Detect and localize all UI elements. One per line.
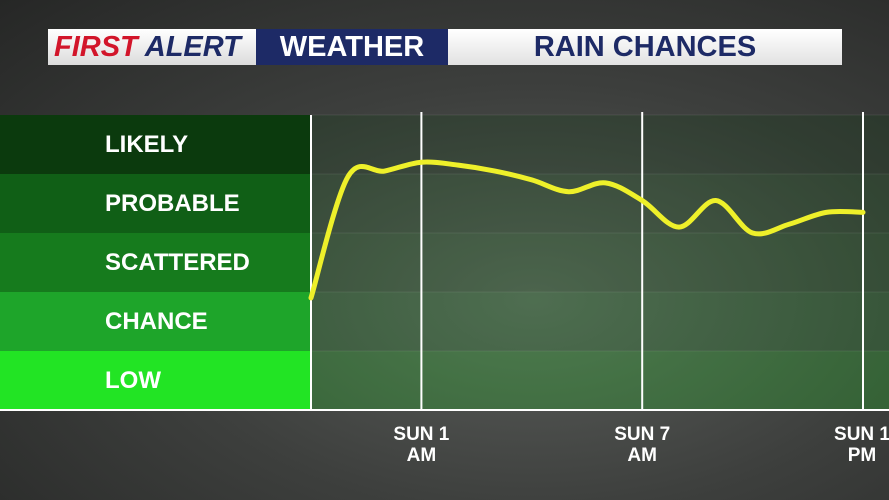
band-label-bg (0, 115, 311, 174)
rain-line (308, 159, 866, 301)
x-tick-label: SUN 1 PM (834, 424, 889, 466)
y-tick-label: LIKELY (105, 131, 188, 158)
x-tick-label: SUN 1 AM (393, 424, 450, 466)
band-label-bg (0, 351, 311, 410)
x-tick-label: SUN 7 AM (614, 424, 671, 466)
band (311, 351, 889, 410)
band-label-bg (0, 292, 311, 351)
brand-weather: WEATHER (256, 29, 448, 65)
y-tick-label: CHANCE (105, 308, 208, 335)
y-tick-label: SCATTERED (105, 249, 250, 276)
brand-first: FIRST (54, 31, 138, 63)
band-label-bg (0, 233, 311, 292)
chart-title: RAIN CHANCES (448, 29, 842, 65)
band-label-bg (0, 174, 311, 233)
brand-alert: ALERT (144, 31, 241, 63)
y-tick-label: PROBABLE (105, 190, 240, 217)
y-tick-label: LOW (105, 367, 161, 394)
band (311, 233, 889, 292)
brand: FIRST ALERT (48, 29, 256, 65)
band (311, 292, 889, 351)
